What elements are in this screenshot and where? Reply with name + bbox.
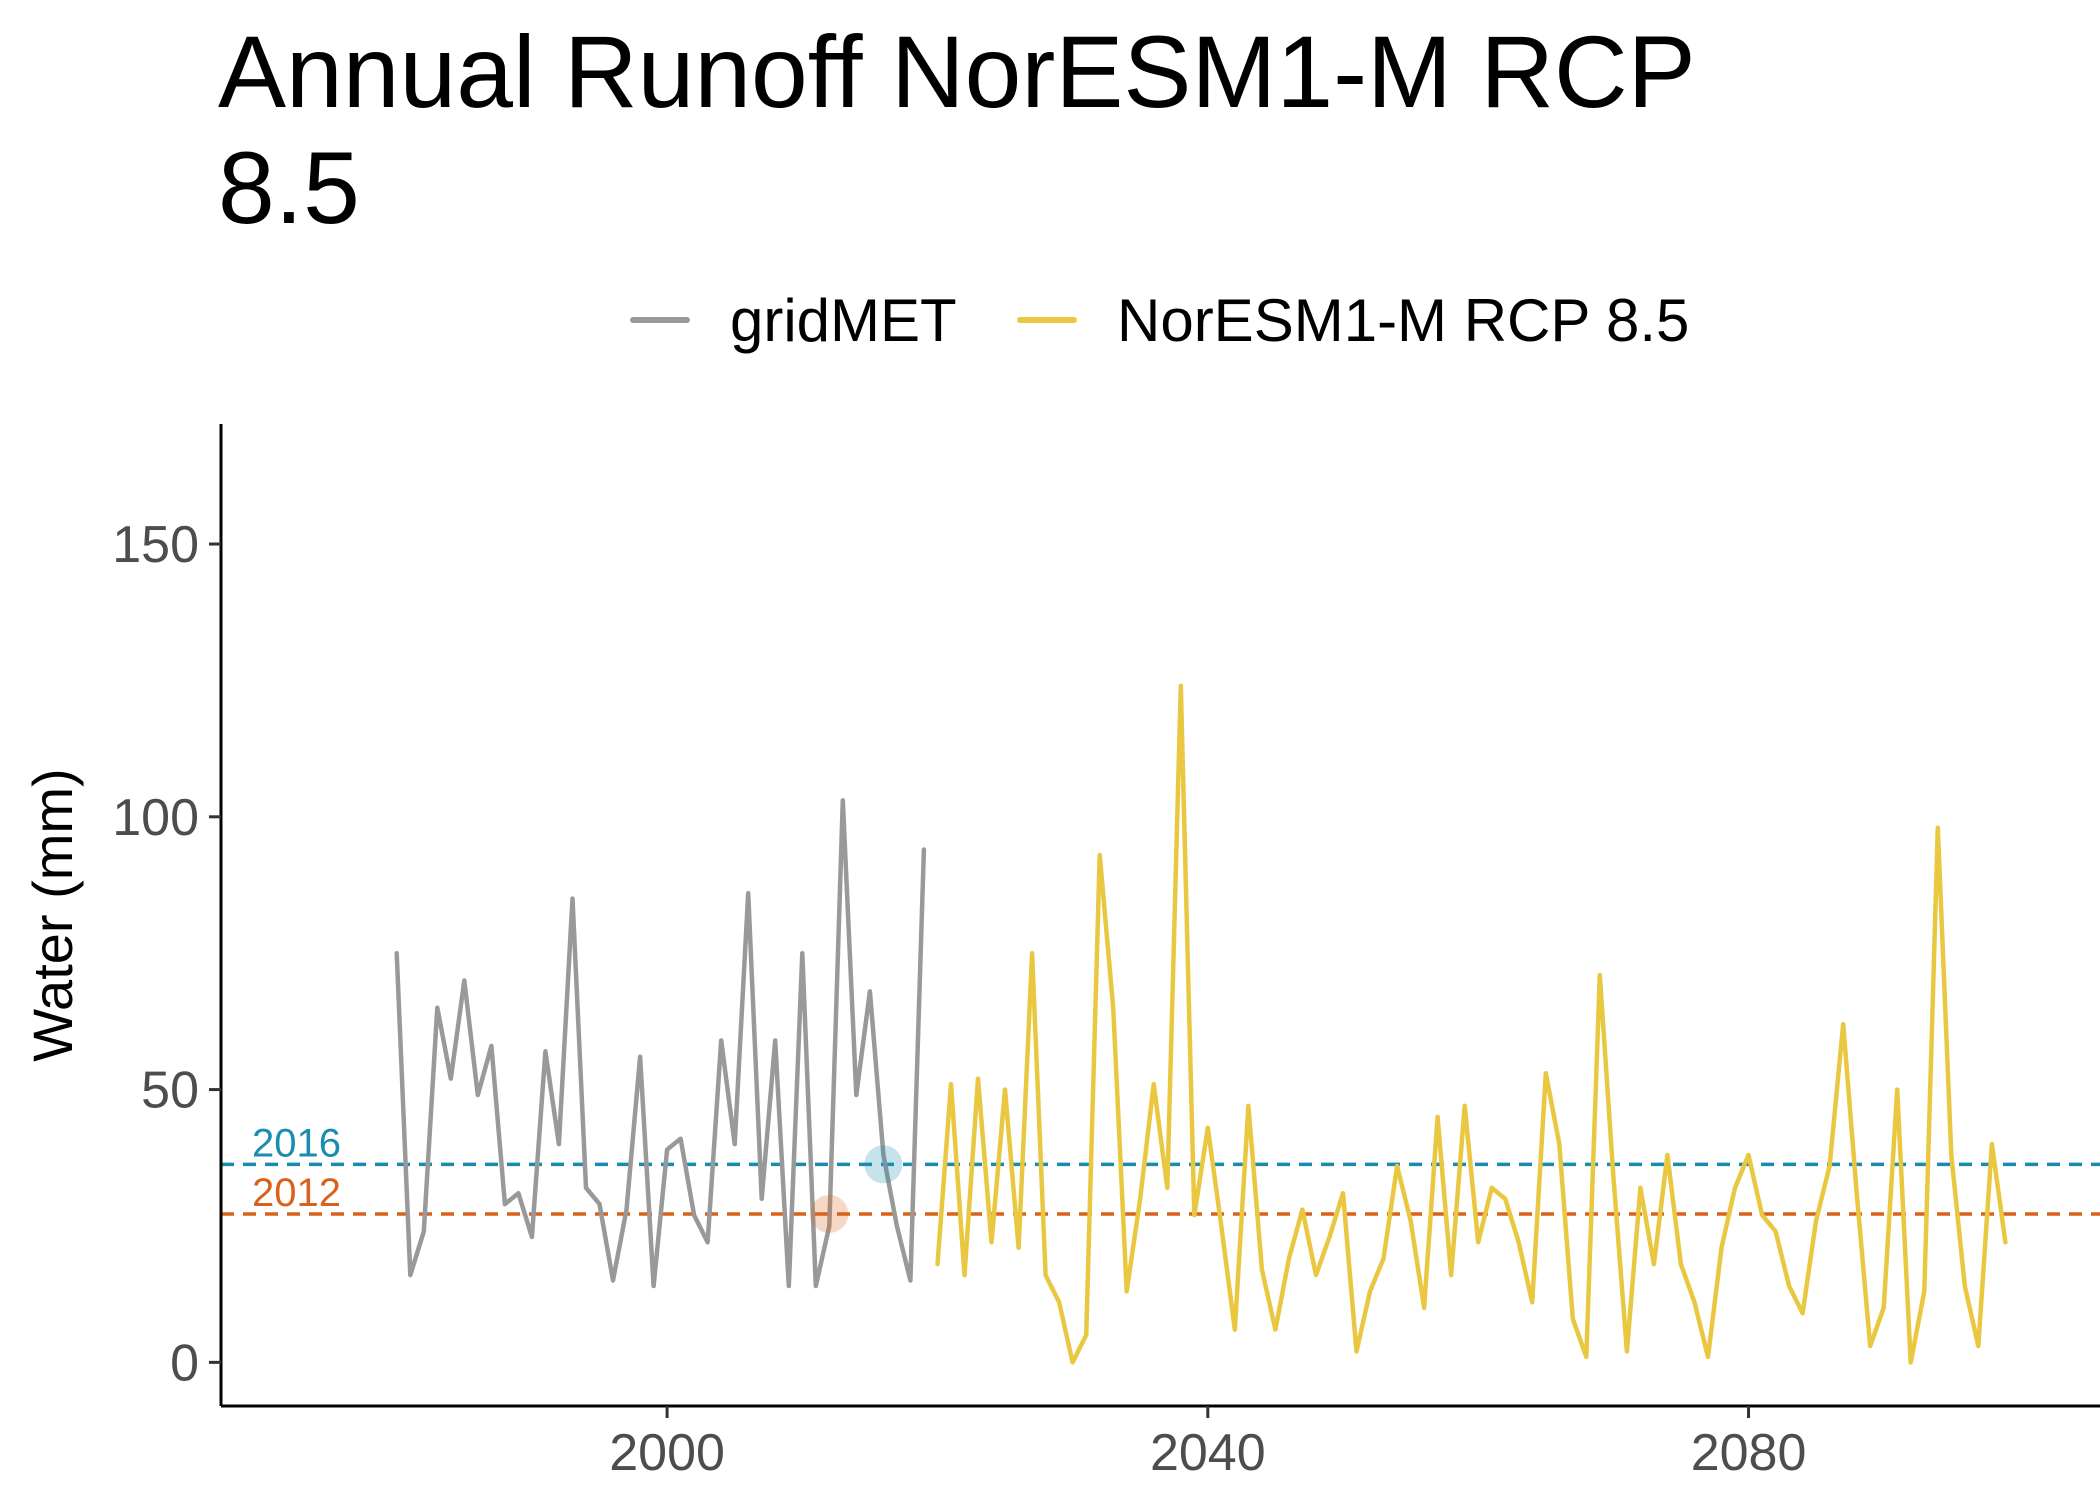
y-tick-label-0: 0 — [170, 1334, 199, 1392]
y-tick-label-100: 100 — [112, 789, 199, 847]
series-line-1 — [935, 683, 2008, 1365]
x-tick-label-2080: 2080 — [1691, 1424, 1807, 1482]
reference-marker-2016 — [864, 1145, 903, 1184]
reference-label-2012: 2012 — [252, 1171, 341, 1215]
x-tick-label-2040: 2040 — [1150, 1424, 1266, 1482]
x-tick-label-2000: 2000 — [609, 1424, 725, 1482]
y-tick-label-50: 50 — [141, 1062, 199, 1120]
legend-swatch-gridmet — [630, 317, 690, 323]
chart-title: Annual Runoff NorESM1-M RCP 8.5 — [218, 15, 1694, 245]
y-tick-label-150: 150 — [112, 516, 199, 574]
y-axis-label: Water (mm) — [21, 768, 84, 1061]
legend-item-gridmet: gridMET — [630, 280, 957, 360]
reference-marker-2012 — [810, 1194, 849, 1233]
plot-area: 2016 2012 0 50 100 150 2000 2040 2080 Water (mm) — [21, 424, 2100, 1482]
legend-label-noresm: NorESM1-M RCP 8.5 — [1117, 286, 1690, 354]
reference-label-2016: 2016 — [252, 1121, 341, 1165]
legend-label-gridmet: gridMET — [730, 286, 957, 354]
legend-item-noresm: NorESM1-M RCP 8.5 — [1017, 280, 1689, 360]
legend-swatch-noresm — [1017, 317, 1077, 323]
series-line-0 — [394, 798, 927, 1289]
legend: gridMET NorESM1-M RCP 8.5 — [0, 280, 2100, 360]
